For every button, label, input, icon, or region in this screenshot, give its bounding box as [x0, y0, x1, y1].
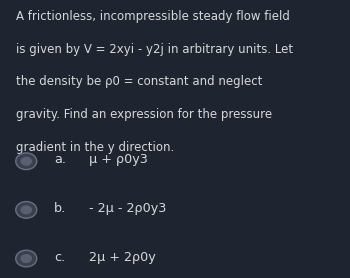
Text: gravity. Find an expression for the pressure: gravity. Find an expression for the pres…	[16, 108, 272, 121]
Text: the density be ρ0 = constant and neglect: the density be ρ0 = constant and neglect	[16, 75, 262, 88]
Text: 2μ + 2ρ0y: 2μ + 2ρ0y	[89, 251, 156, 264]
Text: A frictionless, incompressible steady flow field: A frictionless, incompressible steady fl…	[16, 10, 290, 23]
Text: gradient in the y direction.: gradient in the y direction.	[16, 141, 174, 154]
Circle shape	[20, 157, 32, 166]
Text: - 2μ - 2ρ0y3: - 2μ - 2ρ0y3	[89, 202, 167, 215]
Circle shape	[20, 254, 32, 263]
Text: is given by V = 2xyi - y2j in arbitrary units. Let: is given by V = 2xyi - y2j in arbitrary …	[16, 43, 293, 56]
Circle shape	[16, 250, 37, 267]
Circle shape	[20, 205, 32, 215]
Circle shape	[16, 153, 37, 170]
Circle shape	[16, 202, 37, 218]
Text: b.: b.	[54, 202, 66, 215]
Text: μ + ρ0y3: μ + ρ0y3	[89, 153, 148, 166]
Text: c.: c.	[54, 251, 65, 264]
Text: a.: a.	[54, 153, 66, 166]
